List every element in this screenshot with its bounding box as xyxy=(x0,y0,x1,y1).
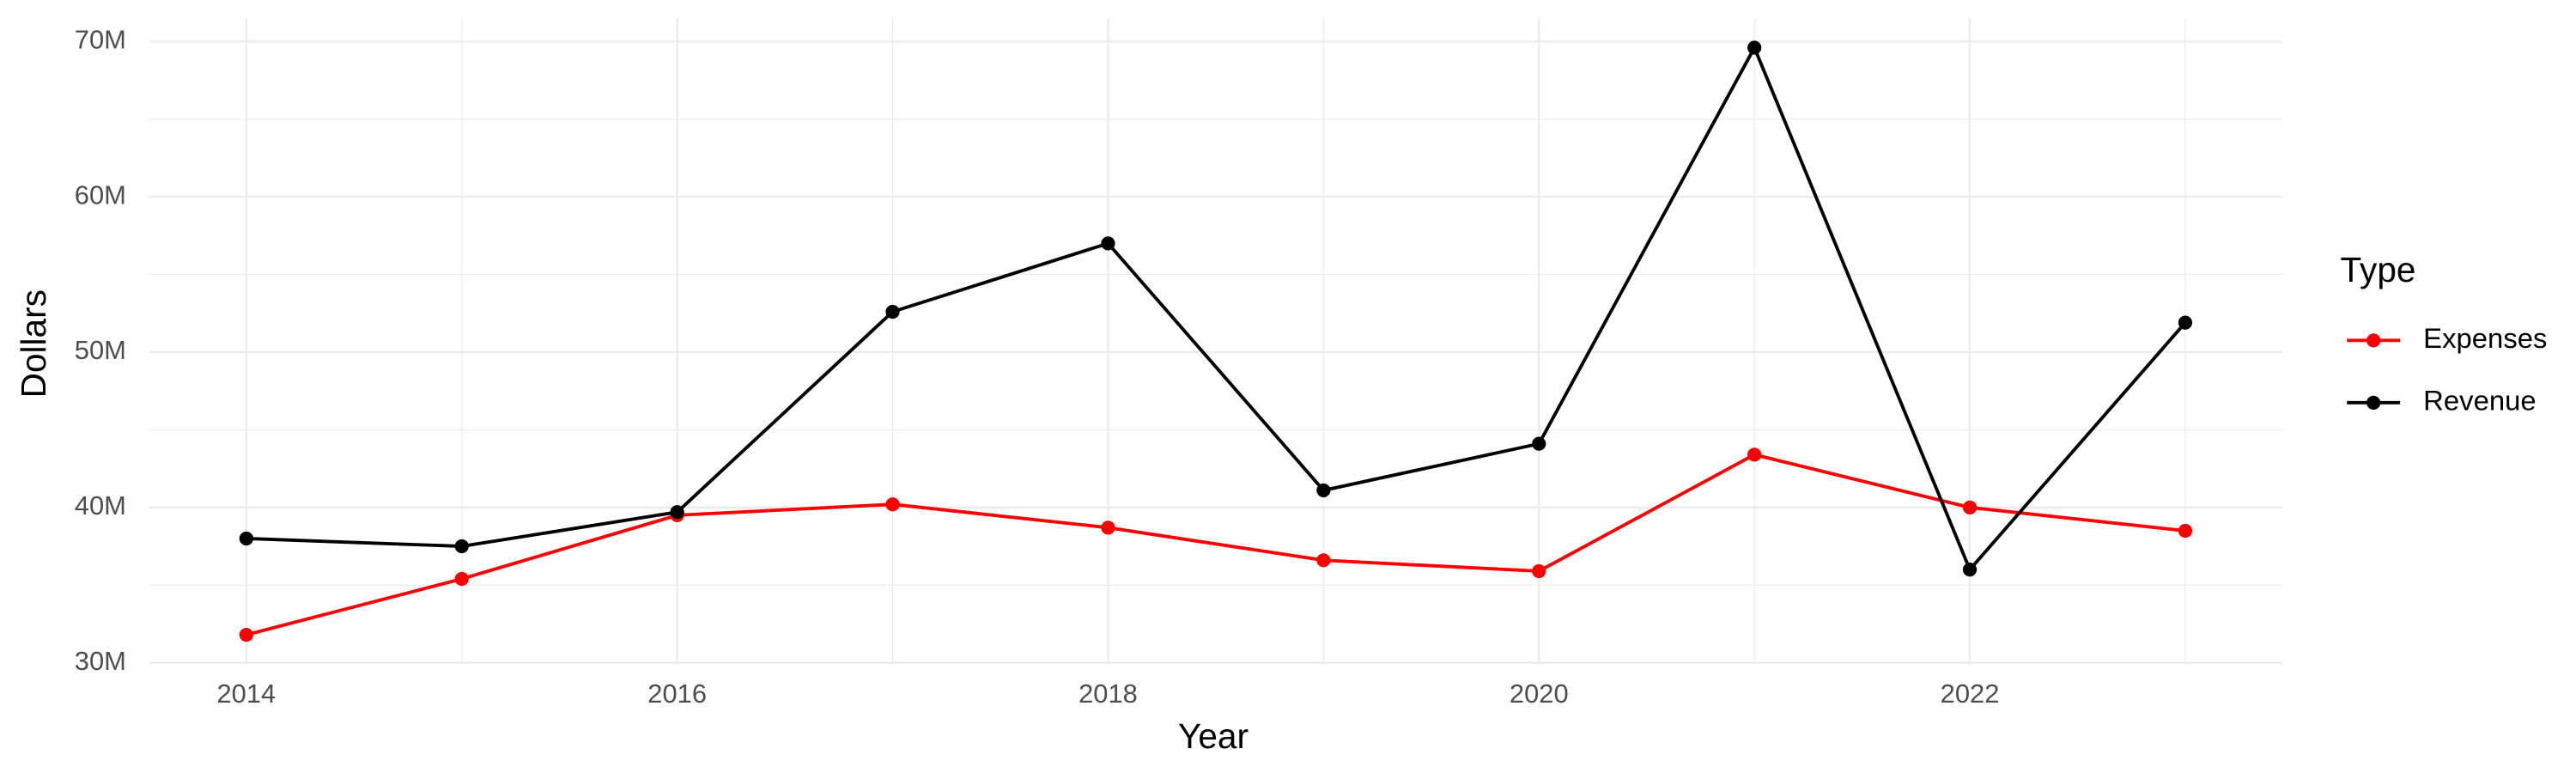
data-point xyxy=(1101,520,1115,535)
data-point xyxy=(239,531,253,546)
data-point xyxy=(2178,315,2193,330)
x-tick-label: 2016 xyxy=(647,679,707,709)
data-point xyxy=(1101,236,1115,251)
legend-key-point xyxy=(2366,395,2381,410)
data-point xyxy=(1962,563,1978,577)
data-point xyxy=(1747,40,1762,55)
x-tick-label: 2014 xyxy=(216,679,276,709)
y-tick-label: 30M xyxy=(75,646,126,676)
data-point xyxy=(1316,553,1331,568)
data-point xyxy=(1747,447,1762,462)
x-tick-label: 2022 xyxy=(1941,679,2000,709)
legend-label: Revenue xyxy=(2423,385,2537,417)
data-point xyxy=(239,627,253,642)
y-tick-label: 40M xyxy=(75,490,126,520)
legend-label: Expenses xyxy=(2423,322,2547,354)
data-point xyxy=(2178,523,2193,539)
x-tick-label: 2018 xyxy=(1078,679,1138,709)
data-point xyxy=(885,304,900,320)
legend-title: Type xyxy=(2341,250,2416,289)
data-point xyxy=(1532,436,1546,451)
data-point xyxy=(1532,563,1546,579)
y-axis-title: Dollars xyxy=(14,289,53,398)
legend-key-point xyxy=(2366,333,2381,348)
data-point xyxy=(1962,500,1978,514)
data-point xyxy=(454,571,469,587)
series-line xyxy=(246,453,2186,636)
data-point xyxy=(670,505,684,520)
data-point xyxy=(454,539,469,554)
data-point xyxy=(1316,483,1331,498)
y-tick-label: 60M xyxy=(75,180,126,210)
series-line xyxy=(246,44,2187,573)
x-tick-label: 2020 xyxy=(1510,679,1569,709)
y-tick-label: 70M xyxy=(75,24,126,54)
data-point xyxy=(885,497,900,512)
x-axis-title: Year xyxy=(1178,716,1249,756)
y-tick-label: 50M xyxy=(75,335,126,365)
